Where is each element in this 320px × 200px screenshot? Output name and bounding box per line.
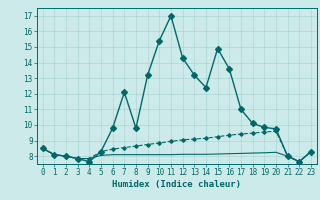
X-axis label: Humidex (Indice chaleur): Humidex (Indice chaleur) xyxy=(112,180,241,189)
